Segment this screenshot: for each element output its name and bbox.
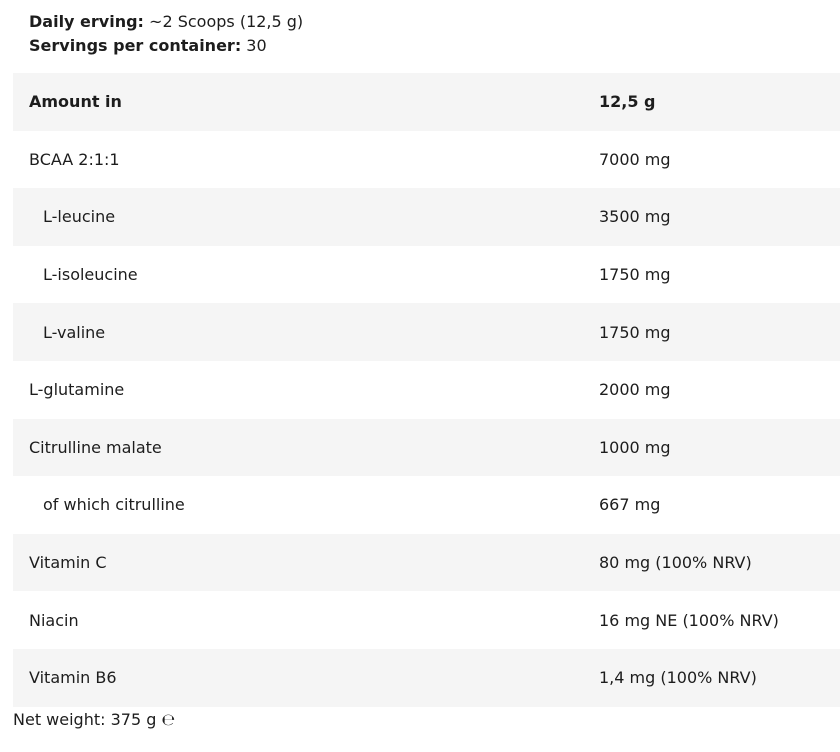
row-label: Citrulline malate	[29, 437, 162, 457]
row-label: Niacin	[29, 610, 79, 630]
row-value: 3500 mg	[599, 207, 671, 227]
row-label: BCAA 2:1:1	[29, 149, 120, 169]
net-weight: Net weight: 375 g ℮	[13, 710, 176, 729]
row-label: L-glutamine	[29, 380, 125, 400]
row-label: Vitamin C	[29, 553, 107, 573]
row-label: L-isoleucine	[43, 265, 138, 285]
table-row: L-valine 1750 mg	[13, 303, 840, 361]
table-row: of which citrulline 667 mg	[13, 476, 840, 534]
header-value: 12,5 g	[599, 92, 656, 112]
serving-info: Daily erving: ~2 Scoops (12,5 g) Serving…	[29, 10, 303, 58]
servings-per-container: Servings per container: 30	[29, 36, 267, 55]
table-row: Vitamin C 80 mg (100% NRV)	[13, 533, 840, 592]
row-label: L-valine	[43, 322, 106, 342]
table-header-row: Amount in 12,5 g	[13, 73, 840, 131]
table-row: BCAA 2:1:1 7000 mg	[13, 131, 840, 189]
table-row: Niacin 16 mg NE (100% NRV)	[13, 591, 840, 649]
row-value: 80 mg (100% NRV)	[599, 553, 752, 573]
header-label: Amount in	[29, 92, 122, 112]
row-label: of which citrulline	[43, 495, 185, 515]
row-value: 1750 mg	[599, 322, 671, 342]
row-label: L-leucine	[43, 207, 116, 227]
table-row: Citrulline malate 1000 mg	[13, 418, 840, 477]
row-value: 1750 mg	[599, 265, 671, 285]
row-label: Vitamin B6	[29, 668, 117, 688]
table-row: L-isoleucine 1750 mg	[13, 246, 840, 304]
row-value: 667 mg	[599, 495, 661, 515]
row-value: 1000 mg	[599, 437, 671, 457]
table-row: L-glutamine 2000 mg	[13, 361, 840, 419]
table-row: L-leucine 3500 mg	[13, 188, 840, 246]
row-value: 2000 mg	[599, 380, 671, 400]
row-value: 7000 mg	[599, 149, 671, 169]
daily-serving: Daily erving: ~2 Scoops (12,5 g)	[29, 12, 304, 31]
table-row: Vitamin B6 1,4 mg (100% NRV)	[13, 648, 840, 707]
row-value: 1,4 mg (100% NRV)	[599, 668, 757, 688]
row-value: 16 mg NE (100% NRV)	[599, 610, 779, 630]
nutrition-table: Amount in 12,5 g BCAA 2:1:1 7000 mg L-leuc…	[13, 73, 840, 707]
